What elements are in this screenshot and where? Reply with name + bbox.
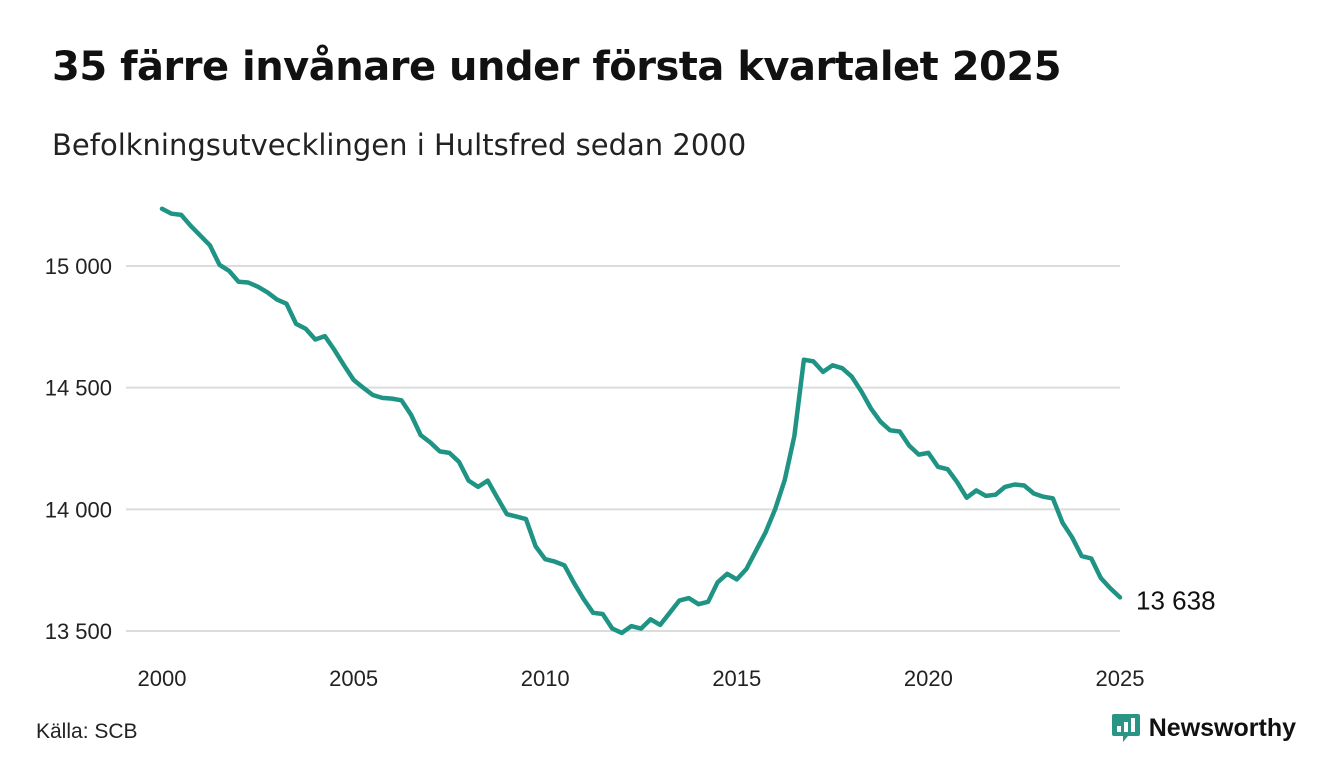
x-tick-label: 2015: [712, 666, 761, 691]
x-tick-label: 2005: [329, 666, 378, 691]
end-value-label: 13 638: [1136, 585, 1216, 615]
source-note: Källa: SCB: [36, 720, 138, 743]
population-series-line: [159, 206, 1123, 636]
x-tick-label: 2020: [904, 666, 953, 691]
y-axis-ticks: 13 500 14 000 14 500 15 000: [45, 254, 112, 644]
x-tick-label: 2000: [138, 666, 187, 691]
newsworthy-logo-icon: [1111, 714, 1140, 742]
chart-title: 35 färre invånare under första kvartalet…: [52, 44, 1062, 90]
y-tick-label: 13 500: [45, 619, 112, 644]
x-tick-label: 2010: [521, 666, 570, 691]
y-tick-label: 14 000: [45, 497, 112, 522]
chart-subtitle: Befolkningsutvecklingen i Hultsfred seda…: [52, 128, 747, 162]
y-tick-label: 14 500: [45, 376, 112, 401]
x-axis-ticks: 2000 2005 2010 2015 2020 2025: [138, 666, 1145, 691]
brand-name: Newsworthy: [1148, 713, 1296, 742]
gridlines: [126, 265, 1120, 632]
y-tick-label: 15 000: [45, 254, 112, 279]
x-tick-label: 2025: [1096, 666, 1145, 691]
newsworthy-brand: Newsworthy: [1111, 712, 1296, 744]
